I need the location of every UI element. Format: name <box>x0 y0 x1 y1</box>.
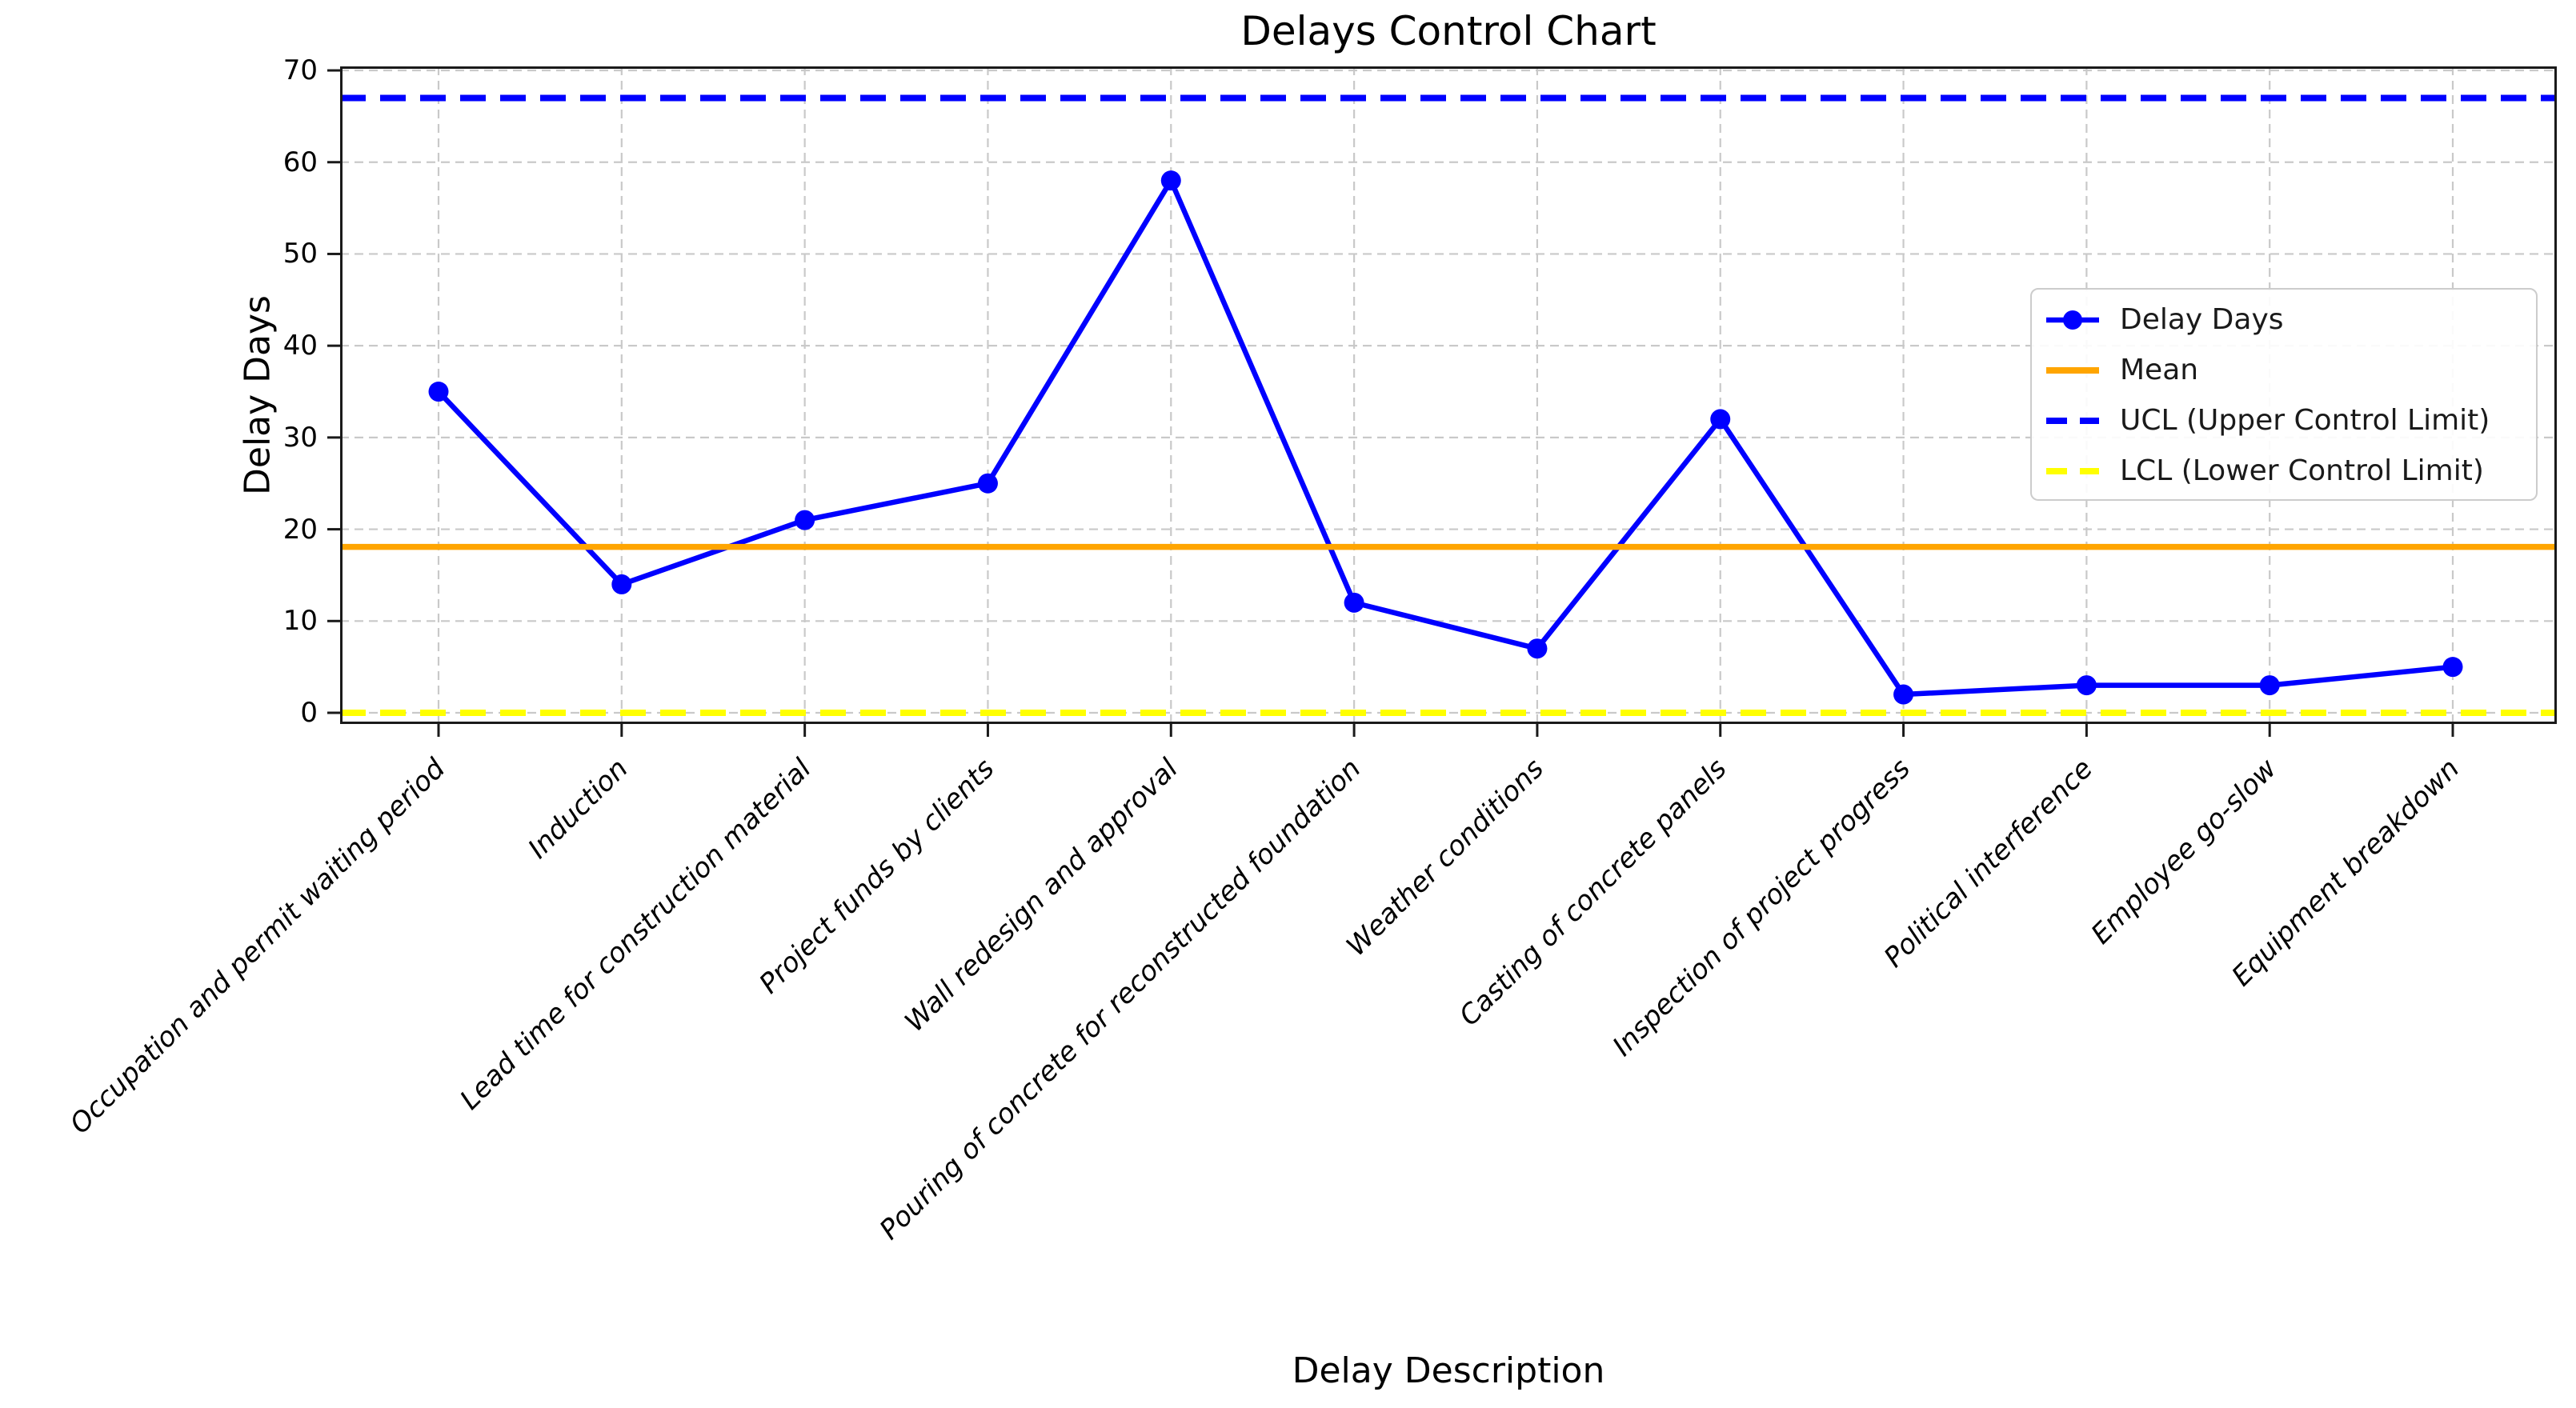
data-point <box>428 382 449 402</box>
data-line <box>435 178 2456 698</box>
legend-label: LCL (Lower Control Limit) <box>2120 454 2484 487</box>
data-point <box>795 510 815 530</box>
legend-item: LCL (Lower Control Limit) <box>2032 446 2536 496</box>
data-point <box>1710 409 1731 430</box>
x-tick-label: Lead time for construction material <box>454 752 818 1117</box>
legend-swatch-dashed <box>2046 467 2099 474</box>
data-point <box>1344 592 1364 613</box>
data-point <box>1160 170 1181 191</box>
y-tick-label: 0 <box>300 697 318 729</box>
data-point <box>611 574 632 594</box>
data-point <box>1527 638 1548 659</box>
data-point <box>2259 675 2280 696</box>
y-tick-label: 20 <box>282 513 318 546</box>
x-axis-label: Delay Description <box>1292 1350 1605 1391</box>
legend-label: UCL (Upper Control Limit) <box>2120 404 2490 437</box>
x-tick-label: Employee go-slow <box>2085 752 2283 951</box>
legend-label: Delay Days <box>2120 303 2284 336</box>
legend-item: UCL (Upper Control Limit) <box>2032 395 2536 446</box>
chart-title: Delays Control Chart <box>1240 8 1657 54</box>
x-tick-label: Political interference <box>1878 752 2100 974</box>
data-point <box>977 473 998 494</box>
legend-swatch-dashed <box>2046 417 2099 424</box>
y-tick-label: 70 <box>282 54 318 87</box>
legend: Delay Days Mean UCL (Upper Control Limit) L… <box>2030 288 2538 501</box>
legend-swatch-solid <box>2046 366 2099 374</box>
data-point <box>1893 684 1914 705</box>
x-tick-label: Weather conditions <box>1340 752 1551 963</box>
x-tick-label: Induction <box>522 752 635 866</box>
legend-swatch-solid-marker <box>2046 310 2099 330</box>
legend-label: Mean <box>2120 354 2199 386</box>
y-tick-label: 30 <box>282 421 318 454</box>
legend-item: Mean <box>2032 345 2536 395</box>
x-tick-label: Occupation and permit waiting period <box>63 752 452 1141</box>
y-tick-label: 40 <box>282 330 318 362</box>
y-tick-label: 60 <box>282 146 318 178</box>
y-tick-label: 10 <box>282 605 318 638</box>
legend-item: Delay Days <box>2032 294 2536 345</box>
y-tick-label: 50 <box>282 238 318 270</box>
x-tick-label: Inspection of project progress <box>1606 752 1917 1063</box>
axes-spines <box>340 66 2557 724</box>
data-point <box>2076 675 2097 696</box>
y-axis-label: Delay Days <box>237 295 278 495</box>
data-point <box>2442 657 2463 678</box>
